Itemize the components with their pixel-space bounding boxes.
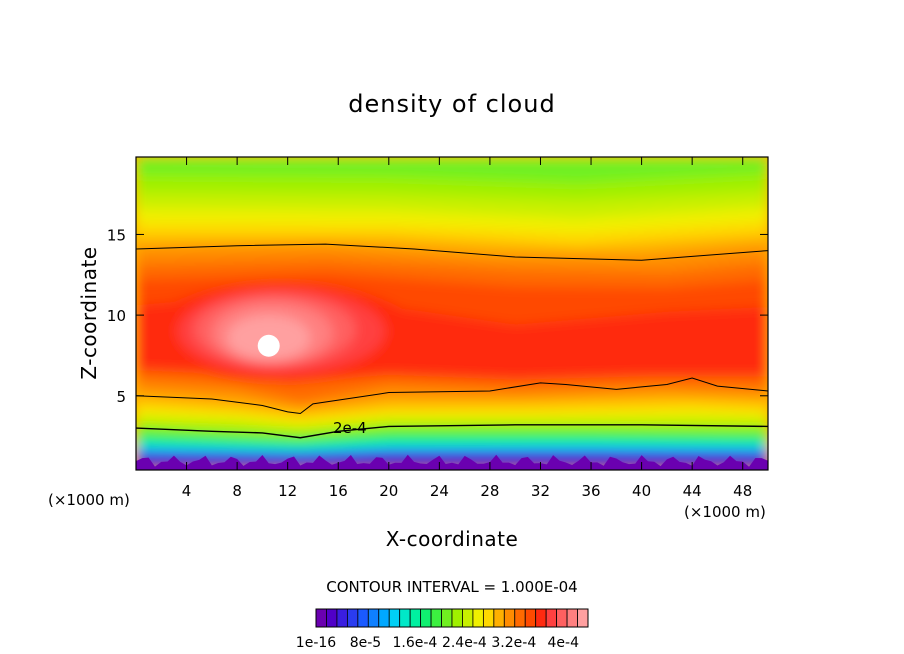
colorbar-tick-label: 2.4e-4 — [442, 635, 487, 651]
x-tick-label: 44 — [683, 482, 702, 500]
x-tick-label: 16 — [329, 482, 348, 500]
y-tick-label: 10 — [107, 307, 126, 325]
colorbar-swatch — [346, 608, 359, 628]
colorbar-tick-label: 3.2e-4 — [491, 635, 536, 651]
colorbar-swatch — [462, 608, 474, 628]
colorbar-tick-label: 1.6e-4 — [392, 635, 437, 651]
colorbar-swatch — [420, 608, 432, 628]
x-axis: 4 8 12 16 20 24 28 32 36 40 44 48 — [182, 157, 752, 500]
x-tick-label: 32 — [531, 482, 550, 500]
colorbar-swatch — [326, 608, 338, 628]
colorbar-swatch — [357, 608, 369, 628]
colorbar-frame — [315, 608, 589, 628]
bottom-strip — [136, 454, 768, 470]
colorbar-swatch — [430, 608, 442, 628]
x-tick-label: 36 — [581, 482, 600, 500]
y-axis: 5 10 15 — [107, 226, 768, 406]
colorbar-swatch — [545, 608, 558, 628]
colorbar-tick-labels: 1e-16 8e-5 1.6e-4 2.4e-4 3.2e-4 4e-4 — [296, 635, 579, 651]
x-tick-label: 40 — [632, 482, 651, 500]
colorbar-swatch — [441, 608, 453, 628]
colorbar-swatch — [378, 608, 390, 628]
colorbar-swatch — [336, 608, 348, 628]
peak-region — [257, 334, 280, 357]
plot-frame — [135, 156, 769, 471]
x-unit-left: (×1000 m) — [48, 491, 130, 509]
colorbar-swatch — [388, 608, 401, 628]
contour-line — [136, 377, 768, 415]
x-tick-label: 12 — [278, 482, 297, 500]
colorbar-swatch — [503, 608, 516, 628]
colorbar-swatch — [409, 608, 422, 628]
x-tick-label: 28 — [480, 482, 499, 500]
chart-title: density of cloud — [348, 90, 555, 118]
colorbar-swatch — [472, 608, 484, 628]
colorbar — [315, 608, 589, 628]
contour-line — [136, 243, 768, 261]
colorbar-swatch — [493, 608, 505, 628]
colorbar-swatch — [451, 608, 463, 628]
x-tick-label: 48 — [733, 482, 752, 500]
y-tick-label: 15 — [107, 226, 126, 244]
colorbar-swatch — [514, 608, 526, 628]
y-tick-label: 5 — [116, 388, 126, 406]
contour-line — [136, 424, 768, 439]
colorbar-swatch — [524, 608, 537, 628]
x-tick-label: 4 — [182, 482, 192, 500]
x-tick-label: 24 — [430, 482, 449, 500]
x-tick-label: 8 — [232, 482, 242, 500]
colorbar-swatch — [556, 608, 568, 628]
contour-field — [136, 157, 768, 470]
colorbar-swatch — [535, 608, 547, 628]
colorbar-tick-label: 1e-16 — [296, 635, 336, 651]
colorbar-swatch — [482, 608, 495, 628]
contour-interval: CONTOUR INTERVAL = 1.000E-04 — [326, 578, 577, 596]
low-density-band — [136, 454, 768, 470]
contour-bands — [136, 157, 768, 470]
x-axis-title: X-coordinate — [386, 527, 519, 551]
x-tick-label: 20 — [379, 482, 398, 500]
contour-label: 2e-4 — [333, 419, 367, 437]
colorbar-swatch — [399, 608, 411, 628]
colorbar-tick-label: 4e-4 — [548, 635, 580, 651]
colorbar-swatch — [367, 608, 380, 628]
colorbar-swatch — [577, 608, 589, 628]
colorbar-tick-label: 8e-5 — [350, 635, 381, 651]
colorbar-swatch — [566, 608, 578, 628]
colorbar-swatch — [315, 608, 327, 628]
y-axis-title: Z-coordinate — [77, 246, 101, 379]
x-unit-right: (×1000 m) — [684, 503, 766, 521]
contour-lines — [136, 243, 768, 439]
